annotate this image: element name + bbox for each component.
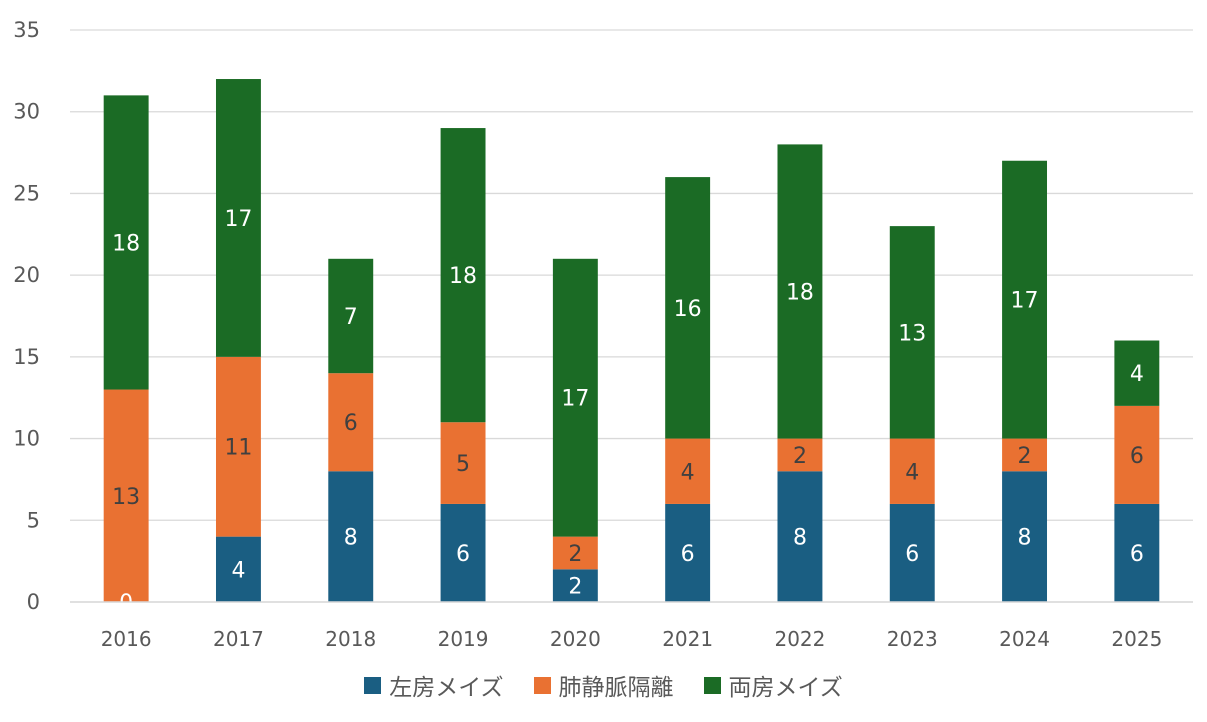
y-axis: 0 5 10 15 20 25 30 35: [13, 18, 40, 614]
data-label: 16: [674, 297, 702, 322]
x-tick-label: 2016: [101, 627, 152, 651]
x-tick-label: 2022: [774, 627, 825, 651]
data-label: 0: [119, 591, 133, 616]
data-label: 18: [786, 280, 814, 305]
bar-segment: [552, 569, 598, 602]
bar-segment: [1002, 438, 1048, 472]
bar-segment: [777, 144, 823, 439]
legend-label: 肺静脈隔離: [558, 675, 674, 701]
x-tick-label: 2021: [662, 627, 713, 651]
bar-segment: [552, 536, 598, 570]
y-tick-label: 25: [13, 181, 40, 205]
bar-segment: [552, 258, 598, 537]
legend-swatch-icon: [533, 676, 551, 694]
y-tick-label: 0: [27, 590, 40, 614]
x-tick-label: 2023: [887, 627, 938, 651]
bars: [103, 79, 1160, 602]
legend-item: 左房メイズ: [364, 668, 504, 702]
data-label: 18: [449, 264, 477, 289]
data-label: 8: [1018, 526, 1032, 551]
data-label: 6: [344, 411, 358, 436]
data-label: 2: [568, 575, 582, 600]
bar-segment: [440, 503, 486, 602]
x-axis: 2016 2017 2018 2019 2020 2021 2022 2023 2024 2025: [70, 601, 1193, 651]
data-label: 4: [681, 460, 695, 485]
data-label: 13: [112, 485, 140, 510]
bar-segment: [665, 438, 711, 504]
bar-segment: [328, 471, 374, 602]
data-labels: 0 13 18 4 11 17 8 6 7 6 5 18 2 2 17 6 4 16 8 2 18 6 4 13 8 2 17 6 6 4: [112, 207, 1144, 616]
data-label: 4: [1130, 362, 1144, 387]
data-label: 13: [898, 321, 926, 346]
y-tick-label: 30: [13, 100, 40, 124]
bar-segment: [665, 503, 711, 602]
bar-segment: [328, 373, 374, 472]
data-label: 7: [344, 305, 358, 330]
data-label: 5: [456, 452, 470, 477]
bar-segment: [103, 95, 149, 390]
data-label: 8: [344, 526, 358, 551]
bar-segment: [103, 389, 149, 602]
bar-segment: [215, 536, 261, 602]
y-tick-label: 15: [13, 345, 40, 369]
x-tick-label: 2019: [438, 627, 489, 651]
data-label: 2: [568, 542, 582, 567]
data-label: 6: [1130, 444, 1144, 469]
data-label: 18: [112, 231, 140, 256]
data-label: 17: [1011, 289, 1039, 314]
data-label: 4: [905, 460, 919, 485]
legend-item: 肺静脈隔離: [533, 668, 674, 702]
y-tick-label: 10: [13, 427, 40, 451]
bar-segment: [1002, 471, 1048, 602]
bar-segment: [440, 128, 486, 423]
legend: 左房メイズ 肺静脈隔離 両房メイズ: [0, 668, 1207, 702]
legend-swatch-icon: [703, 676, 721, 694]
data-label: 2: [1018, 444, 1032, 469]
data-label: 2: [793, 444, 807, 469]
y-tick-label: 35: [13, 18, 40, 42]
x-tick-label: 2025: [1111, 627, 1162, 651]
bar-segment: [889, 226, 935, 439]
data-label: 8: [793, 526, 807, 551]
data-label: 6: [681, 542, 695, 567]
data-label: 6: [456, 542, 470, 567]
y-tick-label: 20: [13, 263, 40, 287]
data-label: 6: [905, 542, 919, 567]
bar-segment: [777, 471, 823, 602]
legend-label: 両房メイズ: [728, 675, 843, 701]
bar-segment: [1114, 405, 1160, 504]
x-tick-label: 2018: [325, 627, 376, 651]
x-tick-label: 2017: [213, 627, 264, 651]
bar-segment: [328, 258, 374, 374]
x-tick-label: 2020: [550, 627, 601, 651]
data-label: 17: [224, 207, 252, 232]
bar-segment: [440, 422, 486, 504]
y-tick-label: 5: [27, 508, 40, 532]
x-tick-label: 2024: [999, 627, 1050, 651]
legend-swatch-icon: [364, 676, 382, 694]
data-label: 4: [231, 558, 245, 583]
bar-segment: [665, 177, 711, 439]
legend-label: 左房メイズ: [389, 675, 504, 701]
data-label: 11: [224, 436, 252, 461]
bar-segment: [1114, 503, 1160, 602]
bar-segment: [889, 438, 935, 504]
bar-segment: [215, 356, 261, 537]
data-label: 17: [561, 387, 589, 412]
bar-segment: [777, 438, 823, 472]
legend-item: 両房メイズ: [703, 668, 843, 702]
bar-segment: [1002, 160, 1048, 439]
data-label: 6: [1130, 542, 1144, 567]
bar-segment: [889, 503, 935, 602]
bar-segment: [215, 79, 261, 357]
bar-segment: [1114, 340, 1160, 406]
